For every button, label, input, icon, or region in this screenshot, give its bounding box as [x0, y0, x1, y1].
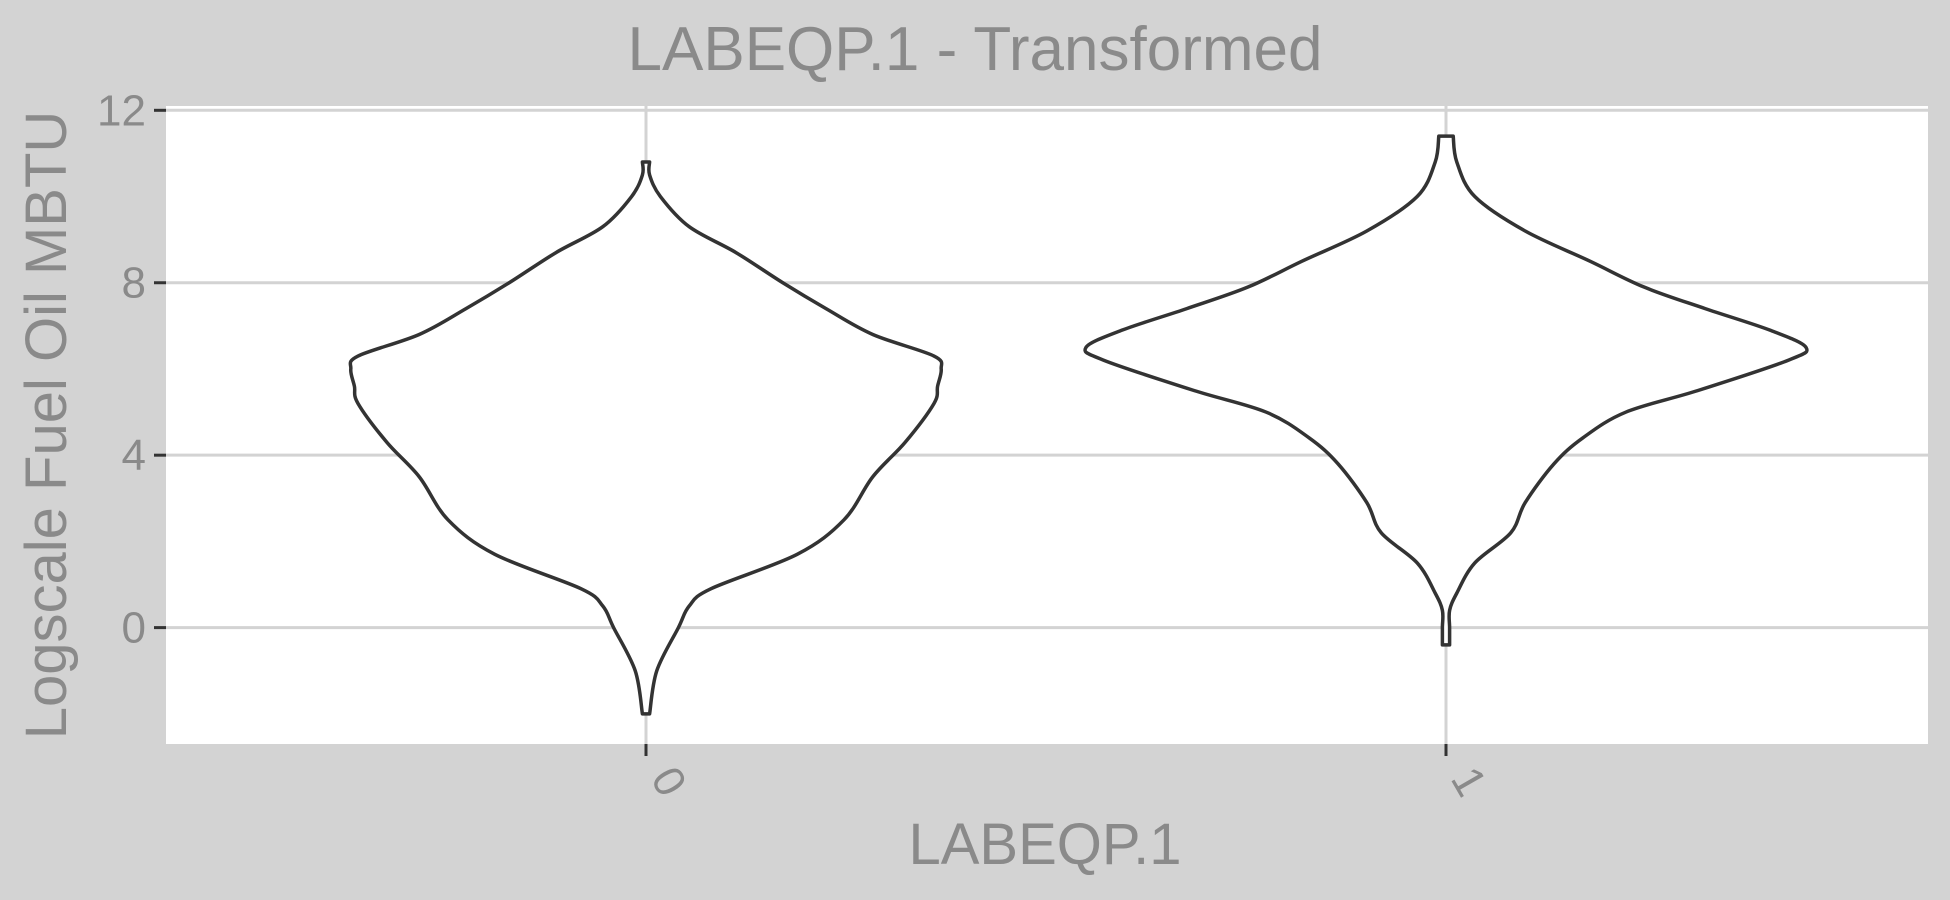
violin-layer — [348, 134, 1809, 716]
y-tick-label: 8 — [122, 259, 146, 308]
chart-title: LABEQP.1 - Transformed — [628, 15, 1323, 84]
x-axis-label: LABEQP.1 — [908, 812, 1181, 877]
y-axis-label: Logscale Fuel Oil MBTU — [14, 111, 79, 740]
violin-1 — [1083, 134, 1809, 647]
violin-0 — [348, 160, 944, 716]
y-tick-label: 12 — [97, 86, 146, 135]
y-tick-label: 0 — [122, 604, 146, 653]
y-tick-label: 4 — [122, 431, 146, 480]
